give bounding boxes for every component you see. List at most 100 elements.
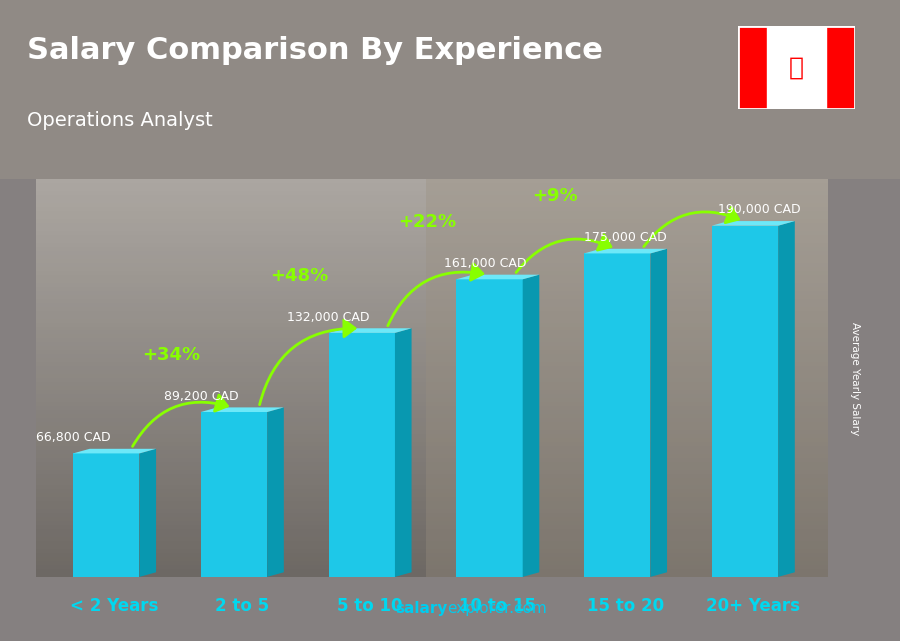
FancyArrowPatch shape [259, 320, 355, 404]
Bar [36, 537, 828, 541]
Text: +22%: +22% [398, 213, 456, 231]
Bar [36, 557, 828, 561]
Bar [36, 306, 828, 311]
Bar [36, 331, 828, 335]
Bar [36, 243, 828, 247]
Bar [36, 394, 828, 398]
Bar [36, 283, 828, 287]
Text: 175,000 CAD: 175,000 CAD [584, 231, 667, 244]
Bar [36, 259, 828, 263]
Bar [36, 442, 828, 445]
Bar [36, 426, 828, 430]
Text: Salary Comparison By Experience: Salary Comparison By Experience [27, 36, 603, 65]
Bar [826, 26, 855, 109]
Polygon shape [328, 328, 411, 333]
Bar [36, 390, 828, 394]
Polygon shape [201, 412, 267, 577]
FancyArrowPatch shape [516, 235, 611, 272]
Bar [36, 517, 828, 521]
Polygon shape [201, 408, 284, 412]
Bar [36, 438, 828, 442]
Bar [36, 382, 828, 386]
Bar [36, 295, 828, 299]
Bar [36, 263, 828, 267]
Text: explorer.com: explorer.com [447, 601, 547, 617]
Bar [36, 207, 828, 212]
Bar [36, 227, 828, 231]
Bar [767, 26, 826, 109]
Bar [36, 346, 828, 351]
Polygon shape [426, 179, 828, 577]
Bar [36, 212, 828, 215]
Polygon shape [267, 408, 284, 577]
Bar [36, 533, 828, 537]
Polygon shape [584, 253, 651, 577]
Bar [36, 406, 828, 410]
Bar [36, 322, 828, 326]
Bar [36, 215, 828, 219]
Polygon shape [0, 0, 900, 179]
Polygon shape [584, 249, 667, 253]
Text: Average Yearly Salary: Average Yearly Salary [850, 322, 860, 435]
Bar [36, 354, 828, 358]
Bar [36, 192, 828, 196]
Bar [36, 271, 828, 275]
Bar [36, 196, 828, 199]
Bar [36, 445, 828, 450]
Bar [36, 199, 828, 203]
Bar [36, 561, 828, 565]
Bar [36, 239, 828, 243]
Bar [36, 573, 828, 577]
Text: 5 to 10: 5 to 10 [338, 597, 403, 615]
Bar [36, 291, 828, 295]
Bar [36, 287, 828, 291]
Bar [36, 231, 828, 235]
Bar [36, 247, 828, 251]
Bar [36, 450, 828, 454]
Polygon shape [73, 449, 156, 453]
Text: +34%: +34% [142, 345, 201, 363]
Bar [36, 553, 828, 557]
Bar [36, 326, 828, 331]
Bar [36, 513, 828, 517]
Bar [36, 319, 828, 322]
Bar [36, 422, 828, 426]
Bar [36, 569, 828, 573]
Bar [36, 358, 828, 362]
Bar [36, 494, 828, 497]
Text: +48%: +48% [270, 267, 328, 285]
Text: 66,800 CAD: 66,800 CAD [36, 431, 111, 444]
Bar [36, 223, 828, 227]
Polygon shape [395, 328, 411, 577]
FancyArrowPatch shape [644, 207, 739, 247]
Bar [36, 398, 828, 402]
Polygon shape [456, 279, 523, 577]
Bar [36, 549, 828, 553]
Bar [36, 501, 828, 505]
Bar [36, 525, 828, 529]
Polygon shape [651, 249, 667, 577]
Bar [36, 454, 828, 458]
Polygon shape [140, 449, 156, 577]
Bar [36, 510, 828, 513]
Bar [36, 414, 828, 418]
Bar [36, 505, 828, 510]
Bar [36, 458, 828, 462]
Bar [36, 267, 828, 271]
Bar [36, 418, 828, 422]
Bar [36, 275, 828, 279]
Bar [36, 179, 828, 183]
Text: Operations Analyst: Operations Analyst [27, 112, 212, 130]
Polygon shape [73, 453, 140, 577]
Bar [36, 402, 828, 406]
Text: 15 to 20: 15 to 20 [587, 597, 664, 615]
Bar [36, 386, 828, 390]
Bar [36, 485, 828, 490]
Polygon shape [523, 275, 539, 577]
Bar [36, 351, 828, 354]
Bar [36, 565, 828, 569]
Bar [36, 251, 828, 255]
Bar [36, 378, 828, 382]
Bar [36, 462, 828, 465]
Bar [36, 434, 828, 438]
